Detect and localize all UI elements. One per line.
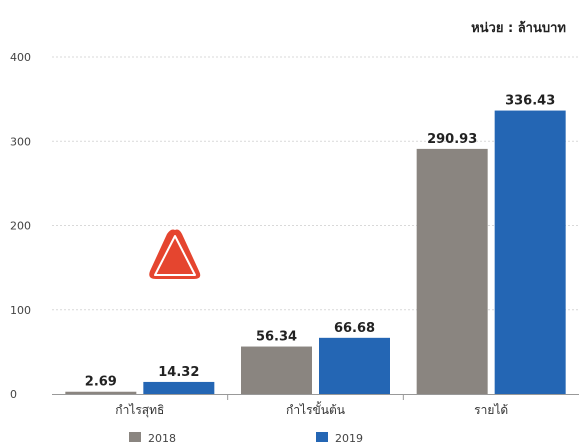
warning-triangle-icon bbox=[149, 229, 201, 279]
data-label: 2.69 bbox=[85, 375, 117, 390]
y-axis: 0 100 200 300 400 bbox=[10, 51, 31, 401]
data-label: 66.68 bbox=[334, 321, 375, 336]
bar-2019-0 bbox=[143, 381, 215, 394]
x-category-label: กำไรสุทธิ bbox=[115, 403, 164, 418]
x-axis: กำไรสุทธิ กำไรขั้นต้น รายได้ bbox=[52, 394, 579, 418]
data-labels: 2.69 14.32 56.34 66.68 290.93 336.43 bbox=[85, 94, 555, 390]
y-tick-label: 200 bbox=[10, 220, 31, 233]
bar-2018-1 bbox=[241, 346, 312, 394]
unit-label: หน่วย : ล้านบาท bbox=[471, 20, 566, 36]
x-category-label: กำไรขั้นต้น bbox=[286, 401, 345, 417]
data-label: 336.43 bbox=[505, 94, 555, 109]
y-tick-label: 400 bbox=[10, 51, 31, 64]
legend-label: 2019 bbox=[335, 432, 363, 445]
legend-swatch-2019 bbox=[316, 432, 328, 442]
y-tick-label: 300 bbox=[10, 135, 31, 148]
bar-2019-1 bbox=[319, 337, 390, 394]
bar-2018-2 bbox=[416, 148, 488, 394]
bar-2019-2 bbox=[494, 110, 566, 394]
bars bbox=[65, 110, 566, 394]
y-tick-label: 0 bbox=[10, 388, 17, 401]
data-label: 14.32 bbox=[158, 365, 199, 380]
y-tick-label: 100 bbox=[10, 304, 31, 317]
x-category-label: รายได้ bbox=[474, 403, 508, 417]
legend-swatch-2018 bbox=[129, 432, 141, 442]
legend-label: 2018 bbox=[148, 432, 176, 445]
legend: 2018 2019 bbox=[129, 432, 363, 445]
data-label: 290.93 bbox=[427, 132, 477, 147]
bar-2018-0 bbox=[65, 391, 137, 394]
data-label: 56.34 bbox=[256, 330, 297, 345]
